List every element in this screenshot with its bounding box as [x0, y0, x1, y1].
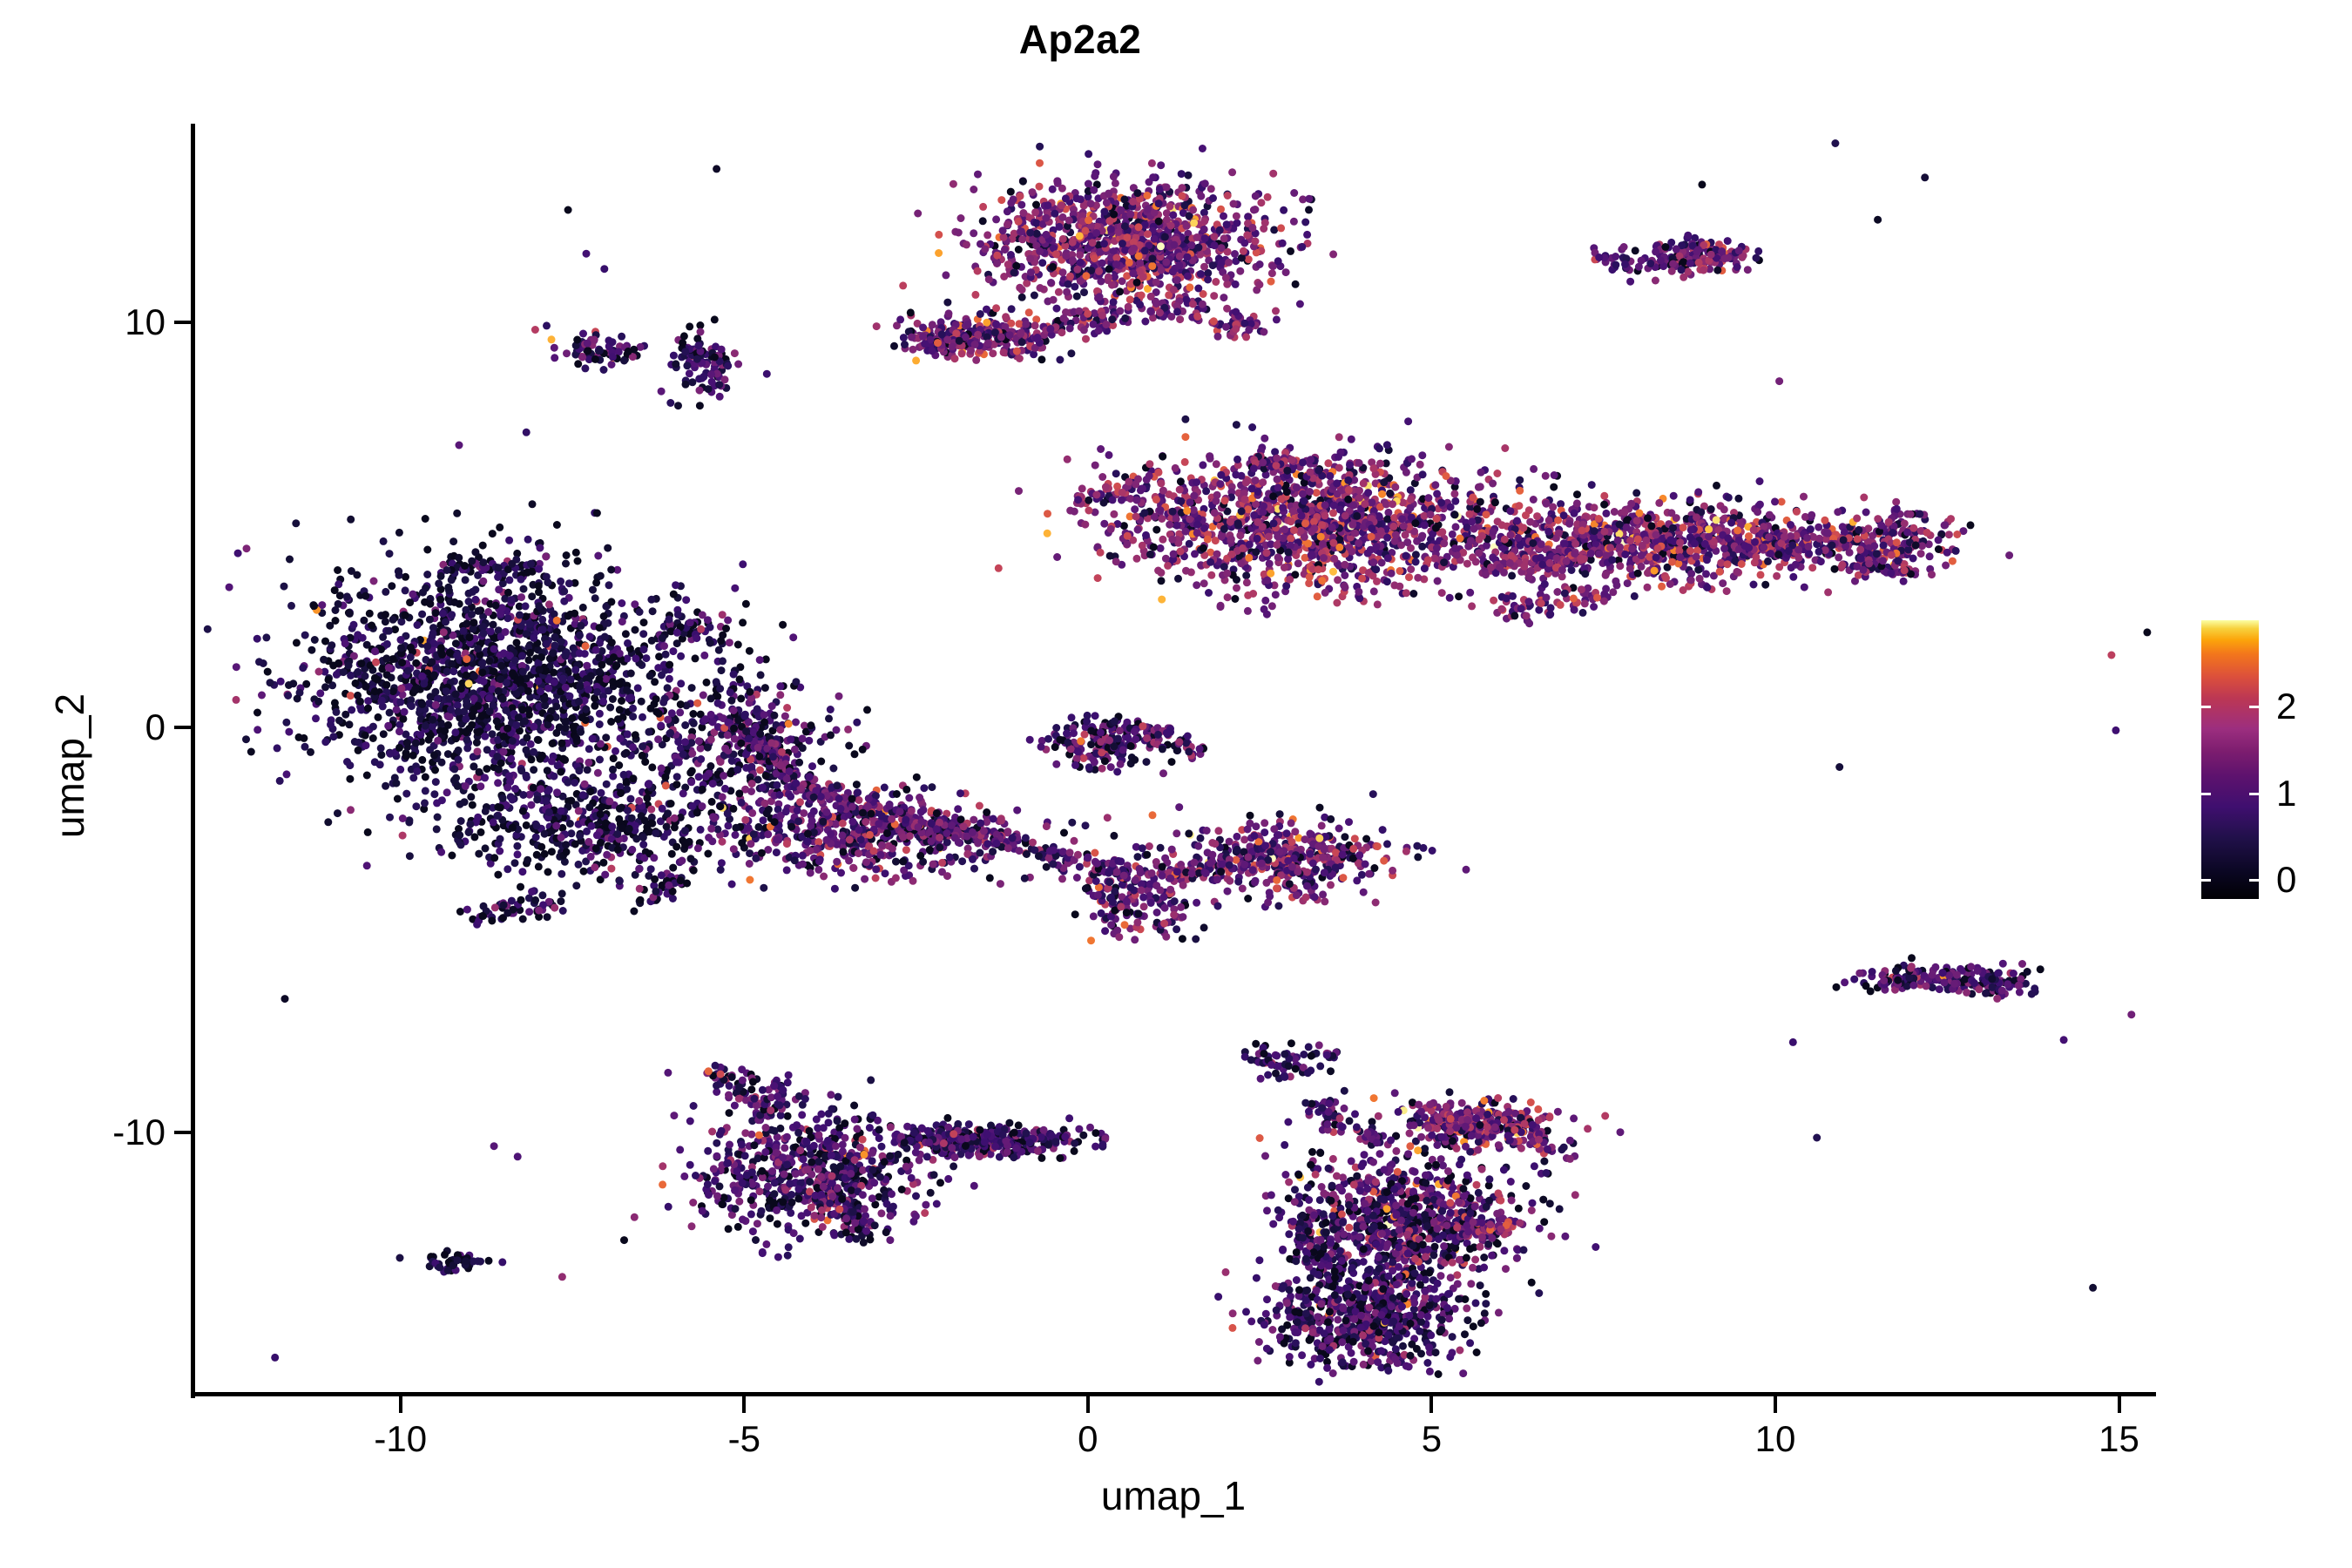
colorbar-tick-1-right — [2249, 792, 2259, 795]
y-tick-mark — [174, 1130, 191, 1134]
x-tick-label--5: -5 — [727, 1418, 760, 1459]
colorbar-tick-0-right — [2249, 879, 2259, 882]
y-tick-label-0: 0 — [145, 706, 166, 747]
x-tick-mark — [742, 1396, 747, 1413]
x-axis-line — [191, 1392, 2156, 1396]
colorbar-label-0: 0 — [2276, 859, 2297, 901]
x-tick-mark — [398, 1396, 402, 1413]
colorbar-tick-2-left — [2201, 706, 2211, 709]
colorbar-gradient — [2201, 620, 2259, 899]
colorbar-legend: 0 1 2 — [2201, 620, 2341, 908]
x-tick-mark — [1085, 1396, 1090, 1413]
y-axis-title: umap_2 — [47, 693, 92, 839]
y-tick-mark — [174, 725, 191, 729]
colorbar-tick-2-right — [2249, 706, 2259, 709]
y-tick-label-10: 10 — [125, 301, 166, 342]
x-tick-label--10: -10 — [374, 1418, 428, 1459]
colorbar-label-1: 1 — [2276, 772, 2297, 814]
y-axis-line — [191, 124, 195, 1398]
x-axis-title: umap_1 — [1100, 1473, 1247, 1518]
colorbar-tick-0-left — [2201, 879, 2211, 882]
x-tick-label-10: 10 — [1754, 1418, 1796, 1459]
colorbar-tick-1-left — [2201, 792, 2211, 795]
scatter-points-layer — [203, 139, 2152, 1386]
y-tick-label--10: -10 — [112, 1111, 166, 1152]
x-tick-label-5: 5 — [1421, 1418, 1443, 1459]
x-tick-mark — [1773, 1396, 1777, 1413]
x-tick-label-0: 0 — [1078, 1418, 1098, 1459]
colorbar-label-2: 2 — [2276, 686, 2297, 727]
y-tick-mark — [174, 320, 191, 324]
page-title: Ap2a2 — [1018, 17, 1142, 62]
x-tick-label-15: 15 — [2099, 1418, 2139, 1459]
x-tick-mark — [1429, 1396, 1434, 1413]
plot-panel — [194, 124, 2153, 1396]
x-tick-mark — [2117, 1396, 2121, 1413]
